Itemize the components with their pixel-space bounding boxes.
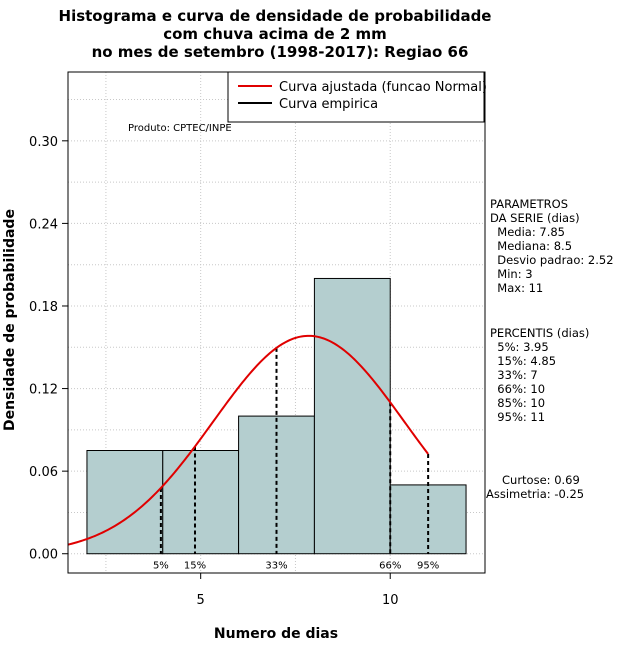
histogram-bar bbox=[313, 277, 391, 555]
y-tick-label: 0.18 bbox=[29, 300, 58, 315]
percentile-label: 33% bbox=[265, 561, 287, 572]
legend-label-empirical: Curva empirica bbox=[279, 97, 378, 112]
legend: Curva ajustada (funcao Normal) Curva emp… bbox=[227, 71, 487, 123]
legend-label-fitted: Curva ajustada (funcao Normal) bbox=[279, 80, 487, 95]
percentile-label: 95% bbox=[417, 561, 439, 572]
y-tick-label: 0.06 bbox=[29, 465, 58, 480]
product-annotation: Produto: CPTEC/INPE bbox=[128, 123, 232, 134]
x-tick-label: 5 bbox=[197, 593, 205, 608]
stats-params-line: Max: 11 bbox=[490, 281, 543, 295]
stats-params-line: PARAMETROS bbox=[490, 197, 568, 211]
stats-params-line: Mediana: 8.5 bbox=[490, 239, 572, 253]
y-tick-label: 0.30 bbox=[29, 135, 58, 150]
y-tick-label: 0.00 bbox=[29, 548, 58, 563]
chart-title-line-2: com chuva acima de 2 mm bbox=[163, 25, 387, 43]
histogram-bar bbox=[162, 450, 240, 555]
stats-percentis-line: 33%: 7 bbox=[490, 368, 538, 382]
stats-percentis-line: 15%: 4.85 bbox=[490, 354, 556, 368]
percentile-label: 66% bbox=[379, 561, 401, 572]
percentile-lines: 5% 15% 33% 66% 95% bbox=[153, 347, 439, 572]
percentile-label: 15% bbox=[184, 561, 206, 572]
stats-panel: PARAMETROS DA SERIE (dias) Media: 7.85 M… bbox=[486, 197, 614, 501]
stats-percentis-line: 85%: 10 bbox=[490, 396, 545, 410]
stats-percentis-line: PERCENTIS (dias) bbox=[490, 326, 589, 340]
percentile-label: 5% bbox=[153, 561, 169, 572]
stats-assimetria: Assimetria: -0.25 bbox=[486, 487, 584, 501]
stats-percentis-line: 66%: 10 bbox=[490, 382, 545, 396]
stats-percentis-line: 95%: 11 bbox=[490, 410, 545, 424]
y-tick-label: 0.24 bbox=[29, 217, 58, 232]
stats-curtose: Curtose: 0.69 bbox=[502, 473, 580, 487]
legend-box bbox=[227, 71, 485, 123]
x-tick-label: 10 bbox=[382, 593, 399, 608]
y-tick-label: 0.12 bbox=[29, 383, 58, 398]
stats-percentis-line: 5%: 3.95 bbox=[490, 340, 549, 354]
chart-title-line-3: no mes de setembro (1998-2017): Regiao 6… bbox=[92, 43, 469, 61]
x-axis-title: Numero de dias bbox=[214, 626, 338, 642]
histogram-bar bbox=[86, 450, 164, 555]
y-axis-title: Densidade de probabilidade bbox=[2, 209, 18, 431]
bars-layer bbox=[86, 277, 467, 555]
chart-title-line-1: Histograma e curva de densidade de proba… bbox=[59, 7, 492, 25]
stats-params-line: Min: 3 bbox=[490, 267, 533, 281]
curve-layer bbox=[67, 334, 429, 546]
stats-params-line: Desvio padrao: 2.52 bbox=[490, 253, 614, 267]
normal-curve bbox=[67, 334, 429, 546]
stats-params-line: Media: 7.85 bbox=[490, 225, 565, 239]
stats-params-line: DA SERIE (dias) bbox=[490, 211, 580, 225]
